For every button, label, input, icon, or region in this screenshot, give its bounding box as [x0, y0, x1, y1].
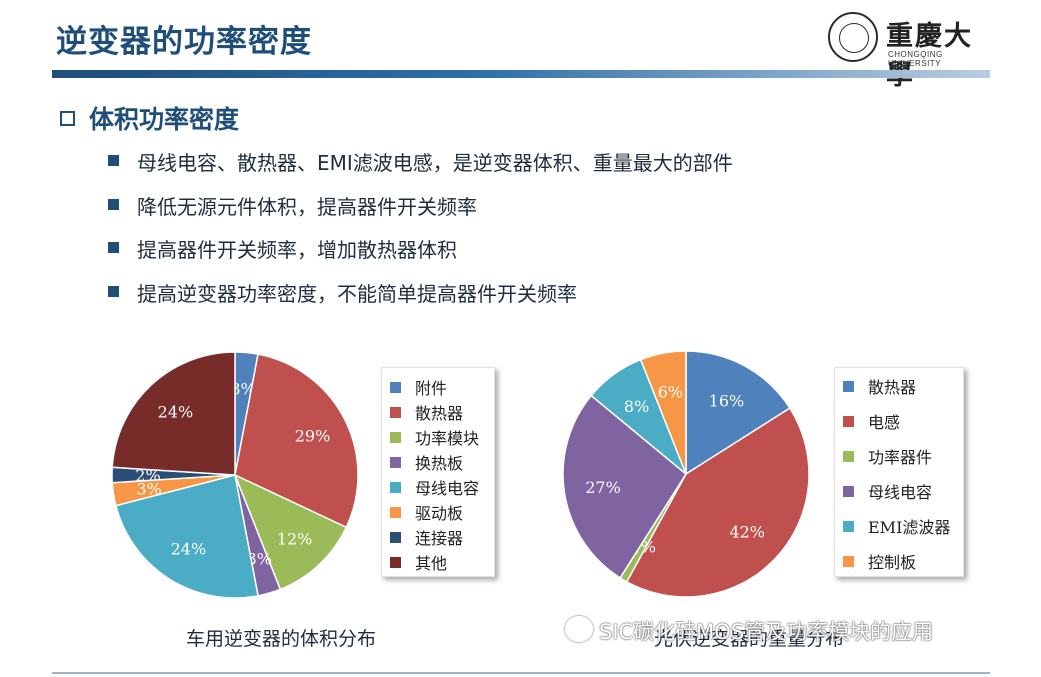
- bullet-item: 提高逆变器功率密度，不能简单提高器件开关频率: [108, 278, 733, 322]
- legend-label: 散热器: [415, 404, 464, 423]
- volume-pie-chart: 3%29%12%3%24%3%2%24%: [111, 351, 359, 599]
- pie-value-label: 24%: [171, 539, 207, 558]
- pie-slice: [562, 394, 687, 579]
- legend-label: 母线电容: [415, 479, 480, 498]
- legend-swatch: [843, 485, 854, 497]
- bullet-item: 母线电容、散热器、EMI滤波电感，是逆变器体积、重量最大的部件: [108, 147, 733, 191]
- legend-swatch: [843, 415, 854, 427]
- legend-label: EMI滤波器: [868, 518, 951, 537]
- legend-label: 散热器: [868, 378, 917, 397]
- legend-item: 连接器: [390, 525, 463, 549]
- legend-item: 驱动板: [390, 500, 463, 524]
- legend-label: 母线电容: [868, 483, 933, 502]
- wechat-icon: [565, 616, 593, 642]
- pie-value-label: 27%: [585, 478, 621, 497]
- bullet-text: 提高逆变器功率密度，不能简单提高器件开关频率: [137, 281, 577, 306]
- volume-pie-legend: 附件散热器功率模块换热板母线电容驱动板连接器其他: [381, 367, 495, 577]
- legend-item: 附件: [390, 375, 447, 399]
- legend-swatch: [843, 380, 854, 392]
- legend-label: 附件: [415, 379, 448, 398]
- pie-slice: [625, 407, 810, 598]
- pie-slice: [639, 350, 687, 475]
- pie-value-label: 16%: [709, 391, 745, 410]
- legend-label: 其他: [415, 554, 448, 573]
- bullet-item: 降低无源元件体积，提高器件开关频率: [108, 191, 733, 235]
- logo-english-name: CHONGQING UNIVERSITY: [888, 50, 943, 68]
- pie-slice: [233, 473, 348, 591]
- pie-slice: [234, 353, 359, 529]
- legend-label: 功率器件: [868, 448, 933, 467]
- legend-swatch: [390, 431, 401, 443]
- legend-swatch: [390, 556, 401, 568]
- legend-item: 散热器: [843, 374, 916, 398]
- footer-divider: [52, 672, 990, 674]
- page-title: 逆变器的功率密度: [56, 24, 312, 60]
- legend-item: 散热器: [390, 400, 463, 424]
- pie-value-label: 3%: [247, 550, 272, 569]
- legend-label: 功率模块: [415, 429, 480, 448]
- legend-label: 换热板: [415, 454, 464, 473]
- watermark-text: SIC碳化硅MOS管及功率模块的应用: [599, 620, 934, 644]
- legend-item: 母线电容: [390, 475, 479, 499]
- pie-value-label: 42%: [729, 523, 765, 542]
- pie-value-label: 8%: [624, 397, 649, 416]
- legend-swatch: [390, 381, 401, 393]
- legend-label: 控制板: [868, 553, 917, 572]
- square-bullet-icon: [108, 155, 119, 166]
- legend-swatch: [843, 450, 854, 462]
- legend-item: 其他: [390, 550, 447, 574]
- pie-slice: [685, 350, 791, 476]
- university-logo: 重慶大學 CHONGQING UNIVERSITY: [828, 12, 998, 91]
- legend-item: 电感: [843, 409, 900, 433]
- bullet-text: 提高器件开关频率，增加散热器体积: [137, 238, 457, 262]
- legend-swatch: [390, 531, 401, 543]
- legend-item: EMI滤波器: [843, 514, 950, 538]
- legend-item: 控制板: [843, 549, 916, 573]
- legend-item: 换热板: [390, 450, 463, 474]
- section-heading: 体积功率密度: [60, 100, 239, 136]
- weight-chart-caption: 光伏逆变器的重量分布: [654, 628, 845, 650]
- pie-value-label: 2%: [135, 466, 160, 485]
- legend-label: 电感: [868, 413, 901, 432]
- pie-slice: [114, 474, 259, 599]
- weight-pie-legend: 散热器电感功率器件母线电容 EMI滤波器 控制板: [834, 367, 964, 577]
- section-heading-text: 体积功率密度: [89, 105, 240, 134]
- square-bullet-icon: [108, 285, 119, 297]
- legend-swatch: [390, 406, 401, 418]
- pie-value-label: 3%: [136, 480, 161, 499]
- legend-swatch: [390, 481, 401, 493]
- bullet-list: 母线电容、散热器、EMI滤波电感，是逆变器体积、重量最大的部件 降低无源元件体积…: [108, 147, 733, 321]
- legend-swatch: [390, 506, 401, 518]
- legend-item: 功率模块: [390, 425, 479, 449]
- bullet-text: 母线电容、散热器、EMI滤波电感，是逆变器体积、重量最大的部件: [137, 151, 733, 175]
- legend-swatch: [843, 555, 854, 567]
- bullet-item: 提高器件开关频率，增加散热器体积: [108, 234, 733, 278]
- pie-value-label: 6%: [658, 382, 683, 401]
- legend-swatch: [390, 456, 401, 468]
- volume-chart-caption: 车用逆变器的体积分布: [186, 628, 377, 650]
- title-divider: [52, 70, 990, 78]
- square-bullet-icon: [108, 198, 119, 210]
- legend-item: 母线电容: [843, 479, 932, 503]
- pie-slice: [111, 351, 236, 476]
- pie-value-label: 24%: [158, 403, 194, 422]
- bullet-text: 降低无源元件体积，提高器件开关频率: [137, 194, 477, 219]
- watermark: SIC碳化硅MOS管及功率模块的应用: [565, 616, 933, 646]
- legend-swatch: [843, 520, 854, 532]
- checkbox-bullet-icon: [60, 111, 75, 126]
- square-bullet-icon: [108, 242, 119, 253]
- pie-value-label: 29%: [295, 427, 331, 446]
- legend-item: 功率器件: [843, 444, 932, 468]
- pie-value-label: 3%: [230, 379, 255, 398]
- legend-label: 驱动板: [415, 504, 464, 523]
- pie-value-label: 12%: [277, 529, 313, 548]
- weight-pie-chart: 16%42%1%27%8%6%: [562, 350, 810, 598]
- university-seal-icon: [828, 12, 878, 62]
- legend-label: 连接器: [415, 529, 464, 548]
